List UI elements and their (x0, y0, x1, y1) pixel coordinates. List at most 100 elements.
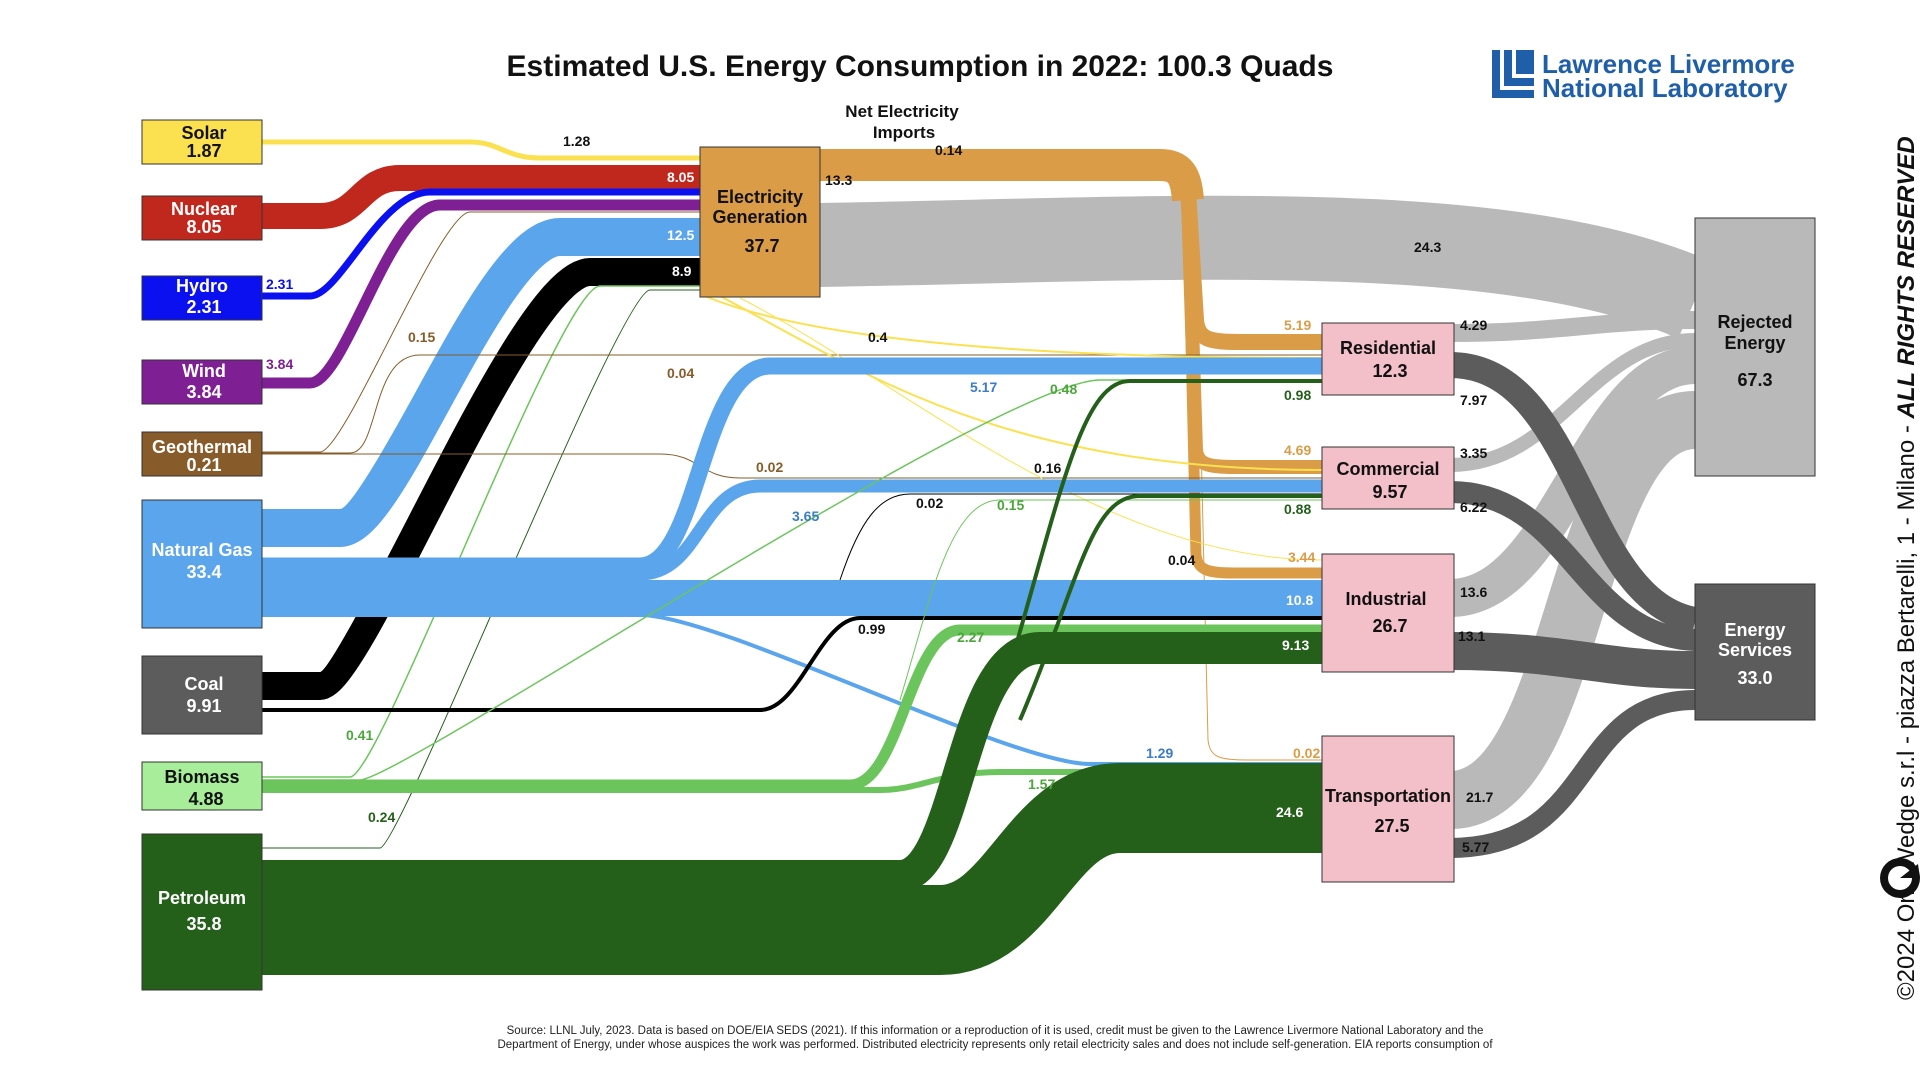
label-petroleum-transportation: 24.6 (1276, 804, 1303, 820)
label-petroleum-commercial: 0.88 (1284, 501, 1311, 517)
label-net-imports: 0.14 (935, 142, 962, 158)
svg-text:3.84: 3.84 (186, 382, 221, 402)
label-gas-residential: 5.17 (970, 379, 997, 395)
svg-text:Imports: Imports (873, 123, 935, 142)
flow-residential-rejected (1449, 311, 1696, 342)
node-hydro: Hydro 2.31 (141, 275, 263, 321)
flow-transportation-rejected (1447, 391, 1699, 829)
flow-solar-electricity (262, 139, 700, 161)
svg-text:Transportation: Transportation (1325, 786, 1451, 806)
label-coal-commercial: 0.02 (916, 495, 943, 511)
label-biomass-electricity: 0.41 (346, 727, 373, 743)
source-note-line1: Source: LLNL July, 2023. Data is based o… (507, 1025, 1484, 1037)
label-wind-electricity: 3.84 (266, 356, 293, 372)
node-rejected-energy: Rejected Energy 67.3 (1694, 217, 1816, 477)
svg-text:Biomass: Biomass (164, 767, 239, 787)
label-electricity-transportation: 0.02 (1293, 745, 1320, 761)
source-nodes: Solar 1.87 Nuclear 8.05 Hydro 2.31 Wind … (141, 119, 263, 991)
label-hydro-electricity: 2.31 (266, 276, 293, 292)
flow-natural-gas-electricity (262, 218, 700, 547)
source-note-line2: Department of Energy, under whose auspic… (497, 1039, 1493, 1051)
svg-text:33.0: 33.0 (1737, 668, 1772, 688)
flow-hydro-electricity (262, 188, 700, 300)
node-coal: Coal 9.91 (141, 655, 263, 735)
node-natural-gas: Natural Gas 33.4 (141, 499, 263, 629)
label-gas-transportation: 1.29 (1146, 745, 1173, 761)
label-biomass-commercial: 0.15 (997, 497, 1024, 513)
flow-electricity-transportation (1199, 399, 1322, 761)
label-industrial-rejected: 13.6 (1460, 584, 1487, 600)
flow-coal-commercial (839, 493, 1322, 581)
label-transportation-services: 5.77 (1462, 839, 1489, 855)
chart-title: Estimated U.S. Energy Consumption in 202… (507, 50, 1334, 83)
svg-text:Energy: Energy (1724, 333, 1785, 353)
svg-text:35.8: 35.8 (186, 914, 221, 934)
llnl-logo-line1: Lawrence Livermore (1542, 49, 1795, 79)
label-petroleum-electricity: 0.24 (368, 809, 395, 825)
flow-biomass-residential (262, 379, 1322, 781)
label-residential-rejected: 4.29 (1460, 317, 1487, 333)
llnl-logo: Lawrence Livermore National Laboratory (1492, 49, 1795, 103)
svg-text:Petroleum: Petroleum (158, 888, 246, 908)
net-electricity-imports-label: Net Electricity Imports (845, 102, 959, 142)
svg-text:Industrial: Industrial (1345, 589, 1426, 609)
svg-text:Solar: Solar (181, 123, 226, 143)
flow-coal-electricity (262, 258, 700, 700)
llnl-logo-icon (1492, 50, 1534, 98)
svg-text:9.91: 9.91 (186, 696, 221, 716)
label-commercial-rejected: 3.35 (1460, 445, 1487, 461)
flow-solar-commercial (719, 295, 1323, 471)
label-commercial-services: 6.22 (1460, 499, 1487, 515)
flow-wind-electricity (262, 199, 700, 389)
output-nodes: Rejected Energy 67.3 Energy Services 33.… (1694, 217, 1816, 721)
label-geothermal-commercial: 0.02 (756, 459, 783, 475)
node-geothermal: Geothermal 0.21 (141, 431, 263, 477)
label-electricity-commercial: 4.69 (1284, 442, 1311, 458)
label-petroleum-residential: 0.98 (1284, 387, 1311, 403)
flow-solar-residential (699, 293, 1323, 359)
svg-text:4.88: 4.88 (188, 789, 223, 809)
label-gas-commercial: 3.65 (792, 508, 819, 524)
svg-text:8.05: 8.05 (186, 217, 221, 237)
node-petroleum: Petroleum 35.8 (141, 833, 263, 991)
svg-text:Rejected: Rejected (1717, 312, 1792, 332)
node-transportation: Transportation 27.5 (1321, 735, 1455, 883)
label-geothermal-residential: 0.04 (667, 365, 694, 381)
svg-text:Generation: Generation (712, 207, 807, 227)
flow-commercial-services (1449, 481, 1696, 651)
label-electricity-rejected: 24.3 (1414, 239, 1441, 255)
flow-petroleum-transportation (262, 763, 1322, 975)
svg-text:Commercial: Commercial (1336, 459, 1439, 479)
label-solar-industrial: 0.04 (1168, 552, 1195, 568)
label-nuclear-electricity: 8.05 (667, 169, 694, 185)
label-transportation-rejected: 21.7 (1466, 789, 1493, 805)
svg-text:2.31: 2.31 (186, 297, 221, 317)
label-biomass-transportation: 1.57 (1028, 776, 1055, 792)
flow-petroleum-commercial (1018, 494, 1322, 721)
svg-text:Net Electricity: Net Electricity (845, 102, 959, 121)
label-biomass-residential: 0.48 (1050, 381, 1077, 397)
label-solar-electricity: 1.28 (563, 133, 590, 149)
node-electricity-generation: Electricity Generation 37.7 (699, 146, 821, 298)
flow-net-imports (943, 147, 997, 157)
flow-coal-industrial (262, 616, 1322, 712)
label-geothermal-electricity: 0.15 (408, 329, 435, 345)
flow-biomass-electricity (262, 285, 700, 778)
svg-text:Nuclear: Nuclear (171, 199, 237, 219)
flow-commercial-rejected (1449, 333, 1696, 472)
label-gas-industrial: 10.8 (1286, 592, 1313, 608)
label-residential-services: 7.97 (1460, 392, 1487, 408)
label-coal-industrial: 0.99 (858, 621, 885, 637)
flow-biomass-transportation (262, 769, 1322, 793)
svg-text:Services: Services (1718, 640, 1792, 660)
node-energy-services: Energy Services 33.0 (1694, 583, 1816, 721)
svg-text:Residential: Residential (1340, 338, 1436, 358)
label-electricity-residential: 5.19 (1284, 317, 1311, 333)
flow-geothermal-electricity (262, 211, 700, 453)
flow-biomass-commercial (899, 499, 1322, 701)
label-solar-commercial: 0.16 (1034, 460, 1061, 476)
flow-labels: 1.28 0.14 8.05 13.3 2.31 12.5 24.3 8.9 3… (266, 133, 1493, 855)
svg-text:Geothermal: Geothermal (152, 437, 252, 457)
svg-text:1.87: 1.87 (186, 141, 221, 161)
